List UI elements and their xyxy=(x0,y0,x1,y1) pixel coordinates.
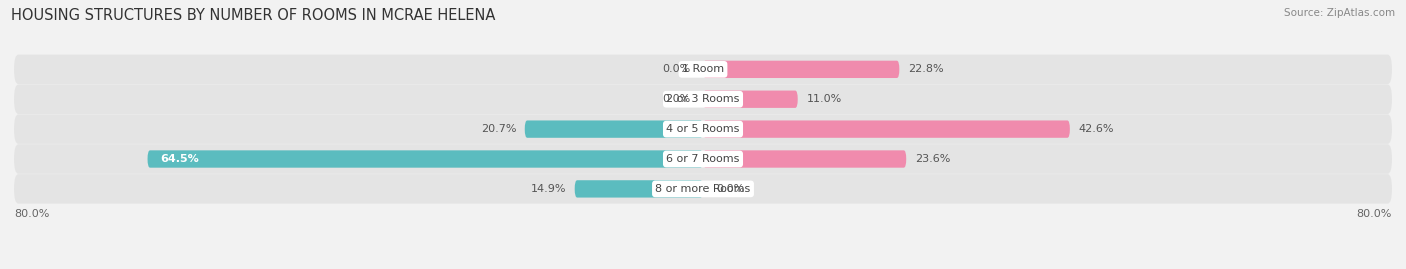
Text: 22.8%: 22.8% xyxy=(908,64,943,74)
Text: 0.0%: 0.0% xyxy=(662,94,690,104)
Text: 80.0%: 80.0% xyxy=(14,209,49,219)
Text: 20.7%: 20.7% xyxy=(481,124,516,134)
Text: Source: ZipAtlas.com: Source: ZipAtlas.com xyxy=(1284,8,1395,18)
Text: 14.9%: 14.9% xyxy=(530,184,567,194)
FancyBboxPatch shape xyxy=(14,84,1392,114)
Text: 42.6%: 42.6% xyxy=(1078,124,1114,134)
FancyBboxPatch shape xyxy=(703,150,907,168)
Text: 23.6%: 23.6% xyxy=(915,154,950,164)
Text: 8 or more Rooms: 8 or more Rooms xyxy=(655,184,751,194)
FancyBboxPatch shape xyxy=(524,121,703,138)
FancyBboxPatch shape xyxy=(14,144,1392,174)
FancyBboxPatch shape xyxy=(703,91,797,108)
FancyBboxPatch shape xyxy=(575,180,703,197)
Text: 64.5%: 64.5% xyxy=(160,154,200,164)
Text: 11.0%: 11.0% xyxy=(807,94,842,104)
Text: 4 or 5 Rooms: 4 or 5 Rooms xyxy=(666,124,740,134)
Text: 0.0%: 0.0% xyxy=(716,184,744,194)
FancyBboxPatch shape xyxy=(14,55,1392,84)
FancyBboxPatch shape xyxy=(703,61,900,78)
FancyBboxPatch shape xyxy=(14,114,1392,144)
FancyBboxPatch shape xyxy=(14,174,1392,204)
Text: 2 or 3 Rooms: 2 or 3 Rooms xyxy=(666,94,740,104)
Text: 1 Room: 1 Room xyxy=(682,64,724,74)
Text: HOUSING STRUCTURES BY NUMBER OF ROOMS IN MCRAE HELENA: HOUSING STRUCTURES BY NUMBER OF ROOMS IN… xyxy=(11,8,496,23)
Text: 80.0%: 80.0% xyxy=(1357,209,1392,219)
FancyBboxPatch shape xyxy=(703,121,1070,138)
FancyBboxPatch shape xyxy=(148,150,703,168)
Text: 6 or 7 Rooms: 6 or 7 Rooms xyxy=(666,154,740,164)
Text: 0.0%: 0.0% xyxy=(662,64,690,74)
